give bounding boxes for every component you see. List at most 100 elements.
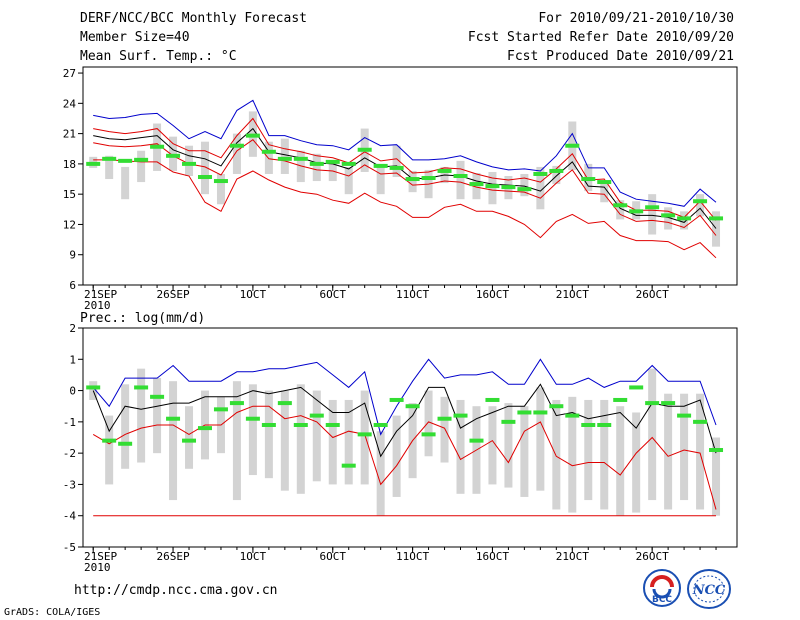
temp-observed-marker-2 xyxy=(102,156,117,161)
prec-spread-box-29 xyxy=(536,387,545,491)
prec-series-max-line xyxy=(92,358,717,436)
prec-spread-box-10 xyxy=(232,381,241,501)
temp-observed-marker-23 xyxy=(437,168,452,173)
temp-xtick-label-16OCT: 16OCT xyxy=(476,288,509,301)
prec-spread-box-31 xyxy=(568,396,577,513)
temp-observed-marker-17 xyxy=(341,161,356,166)
prec-spread-box-19 xyxy=(376,431,385,516)
temp-observed-marker-1 xyxy=(86,161,101,166)
temp-spread-box-33 xyxy=(600,184,609,203)
temp-observed-marker-12 xyxy=(261,149,276,154)
prec-observed-marker-15 xyxy=(309,413,324,418)
prec-ytick-label--4: -4 xyxy=(63,510,77,523)
temp-ytick-label-15: 15 xyxy=(63,188,76,201)
prec-xtick-label-6OCT: 6OCT xyxy=(320,550,347,563)
temp-spread-box-19 xyxy=(376,163,385,195)
temp-spread-box-13 xyxy=(280,138,289,174)
temp-xtick-label-26OCT: 26OCT xyxy=(636,288,669,301)
prec-observed-marker-4 xyxy=(134,385,149,390)
prec-xtick-label-1OCT: 1OCT xyxy=(240,550,267,563)
prec-ytick-label--3: -3 xyxy=(63,478,76,491)
temp-ytick-label-21: 21 xyxy=(63,128,76,141)
temp-spread-box-15 xyxy=(312,153,321,182)
prec-observed-marker-17 xyxy=(341,463,356,468)
temp-observed-marker-39 xyxy=(693,199,708,204)
temp-observed-marker-30 xyxy=(549,168,564,173)
temp-ytick-label-9: 9 xyxy=(69,249,76,262)
prec-observed-marker-3 xyxy=(118,441,133,446)
temp-observed-marker-14 xyxy=(293,156,308,161)
prec-observed-marker-13 xyxy=(277,401,292,406)
prec-xtick-label-26OCT: 26OCT xyxy=(636,550,669,563)
temperature-panel: 6 9 12 15 18 21 24 27 21SEP 26SEP 1OCT 6OCT 11OCT 16O… xyxy=(63,66,738,312)
temp-spread-box-26 xyxy=(488,171,497,205)
temp-observed-marker-34 xyxy=(613,203,628,208)
prec-ytick-label-0: 0 xyxy=(69,385,76,398)
temp-observed-marker-38 xyxy=(677,216,692,221)
prec-spread-box-13 xyxy=(280,390,289,491)
temp-observed-marker-35 xyxy=(629,209,644,214)
temp-observed-marker-13 xyxy=(277,156,292,161)
temp-spread-box-12 xyxy=(264,141,273,174)
prec-observed-marker-1 xyxy=(86,385,101,390)
temp-observed-marker-7 xyxy=(182,161,197,166)
grads-credit: GrADS: COLA/IGES xyxy=(4,607,101,618)
temp-spread-box-8 xyxy=(200,141,209,195)
prec-observed-marker-22 xyxy=(421,432,436,437)
temp-spread-box-36 xyxy=(648,194,657,235)
temp-ytick-label-12: 12 xyxy=(63,218,76,231)
prec-observed-marker-32 xyxy=(581,422,596,427)
temp-series-p90-line xyxy=(93,117,717,221)
prec-spread-box-12 xyxy=(264,390,273,479)
temp-spread-box-30 xyxy=(552,165,561,185)
temp-xtick-label-1OCT: 1OCT xyxy=(240,288,267,301)
prec-observed-marker-9 xyxy=(213,407,228,412)
temp-observed-marker-19 xyxy=(373,163,388,168)
temp-spread-box-37 xyxy=(664,207,673,230)
temp-observed-marker-40 xyxy=(709,216,724,221)
prec-spread-box-5 xyxy=(153,378,162,454)
temp-spread-box-2 xyxy=(105,155,114,180)
temp-observed-marker-16 xyxy=(325,159,340,164)
temp-ytick-label-24: 24 xyxy=(63,97,77,110)
prec-panel-title: Prec.: log(mm/d) xyxy=(80,311,206,326)
prec-xtick-label-21SEP: 21SEP xyxy=(84,550,117,563)
prec-observed-marker-26 xyxy=(485,397,500,402)
prec-spread-box-30 xyxy=(552,399,561,510)
website-url[interactable]: http://cmdp.ncc.cma.gov.cn xyxy=(74,583,278,598)
temp-observed-marker-9 xyxy=(213,179,228,184)
temp-observed-marker-28 xyxy=(517,187,532,192)
prec-observed-marker-39 xyxy=(693,419,708,424)
temp-series-mean-line xyxy=(93,127,717,229)
prec-ytick-label--5: -5 xyxy=(63,541,76,554)
temp-year-label: 2010 xyxy=(84,299,111,312)
temp-spread-box-10 xyxy=(232,133,241,174)
prec-spread-box-4 xyxy=(137,368,146,463)
temp-observed-marker-37 xyxy=(661,213,676,218)
temp-observed-marker-22 xyxy=(421,176,436,181)
temp-spread-box-28 xyxy=(520,173,529,197)
prec-spread-box-7 xyxy=(185,406,194,469)
temp-observed-marker-6 xyxy=(166,153,181,158)
prec-spread-box-6 xyxy=(169,381,178,501)
prec-spread-box-40 xyxy=(712,437,721,516)
temp-series-min-line xyxy=(93,159,717,259)
prec-observed-marker-27 xyxy=(501,419,516,424)
temp-spread-box-6 xyxy=(169,136,178,171)
temp-observed-marker-31 xyxy=(565,143,580,148)
temp-observed-marker-18 xyxy=(357,147,372,152)
prec-series-mean-line xyxy=(92,383,717,458)
temp-spread-box-4 xyxy=(137,150,146,183)
prec-observed-marker-6 xyxy=(166,416,181,421)
prec-observed-marker-37 xyxy=(661,401,676,406)
prec-spread-box-33 xyxy=(600,399,609,510)
prec-xtick-label-26SEP: 26SEP xyxy=(156,550,189,563)
temp-observed-marker-15 xyxy=(309,161,324,166)
prec-spread-box-3 xyxy=(121,384,130,469)
prec-spread-box-18 xyxy=(360,390,369,485)
prec-observed-marker-38 xyxy=(677,413,692,418)
temp-spread-box-21 xyxy=(408,170,417,193)
temp-ytick-label-6: 6 xyxy=(69,279,76,292)
prec-spread-box-24 xyxy=(456,399,465,494)
prec-spread-box-23 xyxy=(440,396,449,463)
